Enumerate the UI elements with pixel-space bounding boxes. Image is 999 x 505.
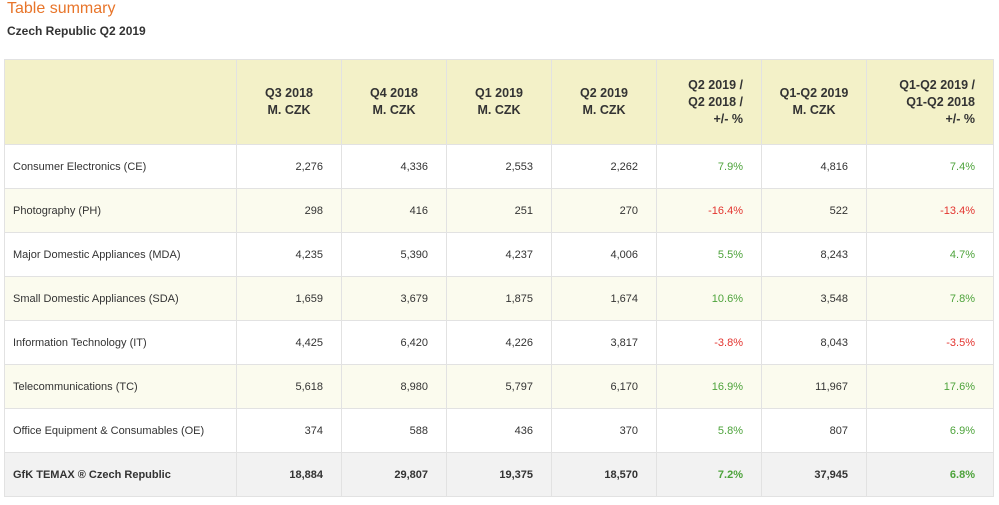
- cell-q1-q2-yoy-change: 7.4%: [866, 144, 994, 189]
- cell-q2-2019: 370: [551, 408, 657, 453]
- column-header-q2-yoy-change: Q2 2019 / Q2 2018 / +/- %: [656, 59, 762, 145]
- cell-q1-2019: 4,226: [446, 320, 552, 365]
- column-header-q4-2018: Q4 2018 M. CZK: [341, 59, 447, 145]
- cell-q1-q2-2019: 8,043: [761, 320, 867, 365]
- cell-q1-2019: 4,237: [446, 232, 552, 277]
- cell-q3-2018: 18,884: [236, 452, 342, 497]
- column-header-category: [4, 59, 237, 145]
- cell-q2-2019: 4,006: [551, 232, 657, 277]
- cell-q4-2018: 416: [341, 188, 447, 233]
- cell-q1-q2-2019: 8,243: [761, 232, 867, 277]
- cell-q1-2019: 436: [446, 408, 552, 453]
- cell-q3-2018: 4,425: [236, 320, 342, 365]
- cell-q4-2018: 8,980: [341, 364, 447, 409]
- cell-category: Office Equipment & Consumables (OE): [4, 408, 237, 453]
- cell-q1-2019: 19,375: [446, 452, 552, 497]
- cell-q1-q2-yoy-change: -3.5%: [866, 320, 994, 365]
- cell-category: Small Domestic Appliances (SDA): [4, 276, 237, 321]
- cell-q1-q2-2019: 4,816: [761, 144, 867, 189]
- cell-q2-yoy-change: -16.4%: [656, 188, 762, 233]
- cell-q2-2019: 3,817: [551, 320, 657, 365]
- page-subtitle: Czech Republic Q2 2019: [7, 24, 146, 38]
- cell-category: Photography (PH): [4, 188, 237, 233]
- cell-q3-2018: 5,618: [236, 364, 342, 409]
- cell-q1-q2-2019: 37,945: [761, 452, 867, 497]
- table-row: Information Technology (IT) 4,425 6,420 4,2…: [4, 320, 994, 365]
- column-header-q2-2019: Q2 2019 M. CZK: [551, 59, 657, 145]
- cell-q1-q2-2019: 807: [761, 408, 867, 453]
- cell-q1-2019: 5,797: [446, 364, 552, 409]
- cell-category: GfK TEMAX ® Czech Republic: [4, 452, 237, 497]
- cell-q3-2018: 2,276: [236, 144, 342, 189]
- column-header-q3-2018: Q3 2018 M. CZK: [236, 59, 342, 145]
- cell-q1-q2-2019: 11,967: [761, 364, 867, 409]
- cell-q3-2018: 4,235: [236, 232, 342, 277]
- cell-q2-2019: 18,570: [551, 452, 657, 497]
- cell-q2-yoy-change: 10.6%: [656, 276, 762, 321]
- cell-q1-q2-yoy-change: -13.4%: [866, 188, 994, 233]
- cell-q1-q2-2019: 522: [761, 188, 867, 233]
- table-row: Office Equipment & Consumables (OE) 374 58…: [4, 408, 994, 453]
- cell-q1-q2-2019: 3,548: [761, 276, 867, 321]
- cell-q2-yoy-change: 7.9%: [656, 144, 762, 189]
- table-header-row: Q3 2018 M. CZK Q4 2018 M. CZK Q1 2019 M.…: [4, 59, 994, 145]
- cell-q4-2018: 29,807: [341, 452, 447, 497]
- column-header-q1-q2-2019: Q1-Q2 2019 M. CZK: [761, 59, 867, 145]
- cell-q4-2018: 4,336: [341, 144, 447, 189]
- table-row: Telecommunications (TC) 5,618 8,980 5,797 6,…: [4, 364, 994, 409]
- cell-q1-q2-yoy-change: 6.8%: [866, 452, 994, 497]
- table-row: Major Domestic Appliances (MDA) 4,235 5,39…: [4, 232, 994, 277]
- cell-q2-2019: 2,262: [551, 144, 657, 189]
- cell-category: Consumer Electronics (CE): [4, 144, 237, 189]
- cell-q1-q2-yoy-change: 17.6%: [866, 364, 994, 409]
- cell-q3-2018: 1,659: [236, 276, 342, 321]
- column-header-q1-2019: Q1 2019 M. CZK: [446, 59, 552, 145]
- table-row: Small Domestic Appliances (SDA) 1,659 3,67…: [4, 276, 994, 321]
- table-row: Consumer Electronics (CE) 2,276 4,336 2,553…: [4, 144, 994, 189]
- cell-q4-2018: 588: [341, 408, 447, 453]
- cell-q1-q2-yoy-change: 4.7%: [866, 232, 994, 277]
- cell-q4-2018: 3,679: [341, 276, 447, 321]
- cell-q4-2018: 5,390: [341, 232, 447, 277]
- cell-q2-yoy-change: 7.2%: [656, 452, 762, 497]
- cell-q1-2019: 251: [446, 188, 552, 233]
- cell-q3-2018: 374: [236, 408, 342, 453]
- cell-q2-2019: 1,674: [551, 276, 657, 321]
- cell-q2-yoy-change: -3.8%: [656, 320, 762, 365]
- summary-table: Q3 2018 M. CZK Q4 2018 M. CZK Q1 2019 M.…: [4, 59, 994, 497]
- column-header-q1-q2-yoy-change: Q1-Q2 2019 / Q1-Q2 2018 +/- %: [866, 59, 994, 145]
- cell-q2-yoy-change: 16.9%: [656, 364, 762, 409]
- cell-q4-2018: 6,420: [341, 320, 447, 365]
- cell-category: Information Technology (IT): [4, 320, 237, 365]
- cell-q1-q2-yoy-change: 7.8%: [866, 276, 994, 321]
- cell-q2-2019: 6,170: [551, 364, 657, 409]
- cell-q2-yoy-change: 5.8%: [656, 408, 762, 453]
- cell-q3-2018: 298: [236, 188, 342, 233]
- cell-q1-q2-yoy-change: 6.9%: [866, 408, 994, 453]
- table-total-row: GfK TEMAX ® Czech Republic 18,884 29,807 19…: [4, 452, 994, 497]
- cell-q1-2019: 1,875: [446, 276, 552, 321]
- cell-q2-yoy-change: 5.5%: [656, 232, 762, 277]
- cell-category: Major Domestic Appliances (MDA): [4, 232, 237, 277]
- table-row: Photography (PH) 298 416 251 270 -16.4% 522 -13…: [4, 188, 994, 233]
- cell-category: Telecommunications (TC): [4, 364, 237, 409]
- cell-q1-2019: 2,553: [446, 144, 552, 189]
- page-title: Table summary: [7, 0, 116, 17]
- cell-q2-2019: 270: [551, 188, 657, 233]
